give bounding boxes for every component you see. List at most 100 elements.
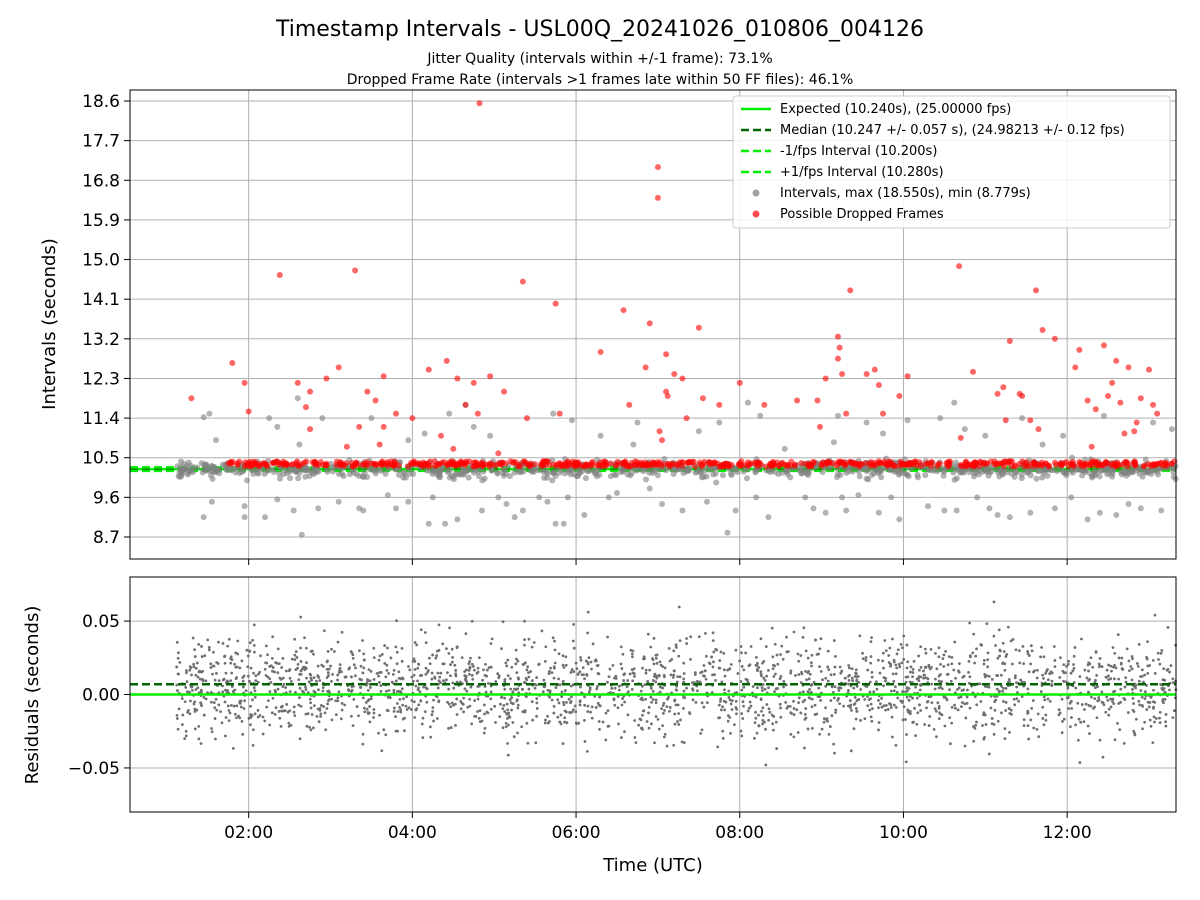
residual-point xyxy=(516,659,520,663)
residual-point xyxy=(511,702,515,706)
residual-point xyxy=(1109,677,1113,681)
residual-point xyxy=(802,626,806,630)
residual-point xyxy=(969,655,972,659)
intervals-x-ticks xyxy=(248,559,1068,565)
residual-point xyxy=(523,643,526,647)
dropped-frame-point xyxy=(426,458,433,465)
residual-point xyxy=(240,719,244,723)
residual-point xyxy=(1089,695,1093,699)
dropped-frame-point xyxy=(791,462,798,469)
residual-point xyxy=(1014,648,1018,652)
dropped-frame-point xyxy=(227,459,234,466)
residual-point xyxy=(466,705,470,709)
residual-point xyxy=(412,657,416,661)
dropped-frame-point xyxy=(1141,462,1148,469)
residual-point xyxy=(563,716,567,720)
residual-point xyxy=(939,662,942,666)
residual-point xyxy=(872,690,876,694)
residual-point xyxy=(583,695,586,699)
residual-point xyxy=(1027,737,1031,741)
residual-point xyxy=(1078,675,1082,679)
residual-point xyxy=(749,704,753,708)
interval-point xyxy=(296,441,303,448)
residual-point xyxy=(868,690,872,694)
residual-point xyxy=(180,697,184,700)
residual-point xyxy=(249,716,253,720)
residual-point xyxy=(183,700,187,704)
residual-point xyxy=(641,709,645,713)
dropped-frame-point xyxy=(320,461,327,468)
residual-point xyxy=(293,714,297,718)
residual-point xyxy=(838,665,842,669)
residual-point xyxy=(302,665,305,669)
residual-point xyxy=(284,669,288,673)
dropped-frame-point xyxy=(1051,335,1058,342)
residual-point xyxy=(1087,678,1091,682)
residual-point xyxy=(889,706,893,709)
residual-point xyxy=(859,719,862,722)
residual-point xyxy=(564,655,568,659)
residual-point xyxy=(485,668,489,672)
residual-point xyxy=(578,700,582,704)
residual-point xyxy=(591,642,595,646)
residual-point xyxy=(382,728,386,732)
residual-point xyxy=(670,657,674,661)
residual-point xyxy=(568,710,571,714)
residual-point xyxy=(1041,705,1045,709)
residual-point xyxy=(704,631,707,635)
residual-point xyxy=(746,678,749,682)
interval-point xyxy=(511,514,518,521)
residual-point xyxy=(797,659,801,663)
residual-point xyxy=(347,688,350,691)
residual-point xyxy=(1003,737,1007,741)
residual-point xyxy=(289,680,293,683)
intervals-y-tick-label: 12.3 xyxy=(82,369,120,389)
residual-point xyxy=(546,714,549,718)
residual-point xyxy=(229,703,233,707)
residual-point xyxy=(729,702,733,706)
residual-point xyxy=(239,699,243,703)
residual-point xyxy=(501,707,505,711)
residual-point xyxy=(368,686,372,689)
interval-point xyxy=(1104,471,1111,478)
residual-point xyxy=(428,725,432,729)
interval-point xyxy=(719,472,726,479)
residual-point xyxy=(276,671,280,675)
residual-point xyxy=(673,669,676,673)
residual-point xyxy=(1022,724,1026,728)
interval-point xyxy=(724,529,731,536)
residual-point xyxy=(233,662,236,666)
residual-point xyxy=(1066,686,1070,690)
residual-point xyxy=(312,689,316,693)
residual-point xyxy=(917,676,921,680)
residuals-y-ticks: −0.050.000.05 xyxy=(68,612,130,779)
interval-point xyxy=(475,473,482,480)
residual-point xyxy=(657,673,661,677)
dropped-frame-point xyxy=(448,458,455,465)
residual-point xyxy=(722,668,726,672)
residuals-panel: −0.050.000.05 02:00 04:00 06:00 08:00 10:00 1… xyxy=(22,576,1178,876)
residual-point xyxy=(649,686,653,690)
dropped-frame-point xyxy=(1088,443,1095,450)
residual-point xyxy=(1116,721,1119,725)
residual-point xyxy=(736,672,740,675)
dropped-frame-point xyxy=(454,462,461,469)
dropped-frame-point xyxy=(716,401,723,408)
residual-point xyxy=(1129,665,1133,668)
residual-point xyxy=(853,695,857,699)
residual-point xyxy=(1131,657,1134,661)
dropped-frame-point xyxy=(721,461,728,468)
residual-point xyxy=(987,752,991,756)
residual-point xyxy=(923,723,927,726)
residual-point xyxy=(661,686,664,690)
interval-point xyxy=(713,479,720,486)
residual-point xyxy=(289,723,293,727)
residual-point xyxy=(322,629,326,633)
residual-point xyxy=(826,719,829,723)
residual-point xyxy=(483,712,486,716)
dropped-frame-point xyxy=(298,461,305,468)
residual-point xyxy=(760,689,764,692)
dropped-frame-point xyxy=(487,460,494,467)
residual-point xyxy=(789,671,793,675)
interval-point xyxy=(212,467,219,474)
